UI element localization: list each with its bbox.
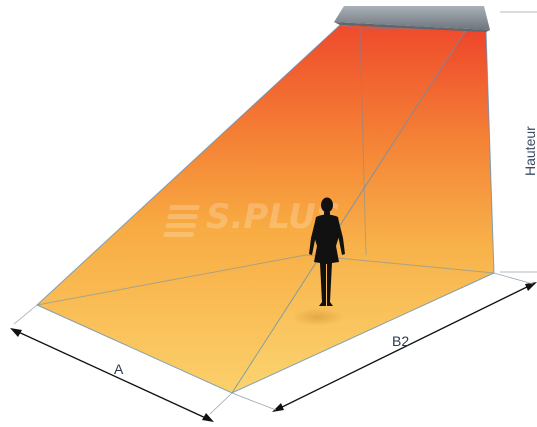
dimension-b2: [231, 272, 537, 412]
dimension-a: [10, 304, 233, 422]
brand-logo-icon: [163, 205, 200, 237]
height-label: Hauteur: [522, 126, 537, 176]
heater-unit-icon: [334, 6, 490, 32]
heat-volume: [37, 25, 494, 393]
person-shadow: [292, 308, 344, 326]
dimension-b2-label: B2: [392, 333, 409, 349]
height-dimension: [500, 11, 537, 273]
side-heat-face: [232, 30, 494, 393]
front-heat-face: [37, 25, 466, 393]
person-silhouette-icon: [309, 197, 345, 306]
dimension-a-label: A: [114, 361, 124, 377]
